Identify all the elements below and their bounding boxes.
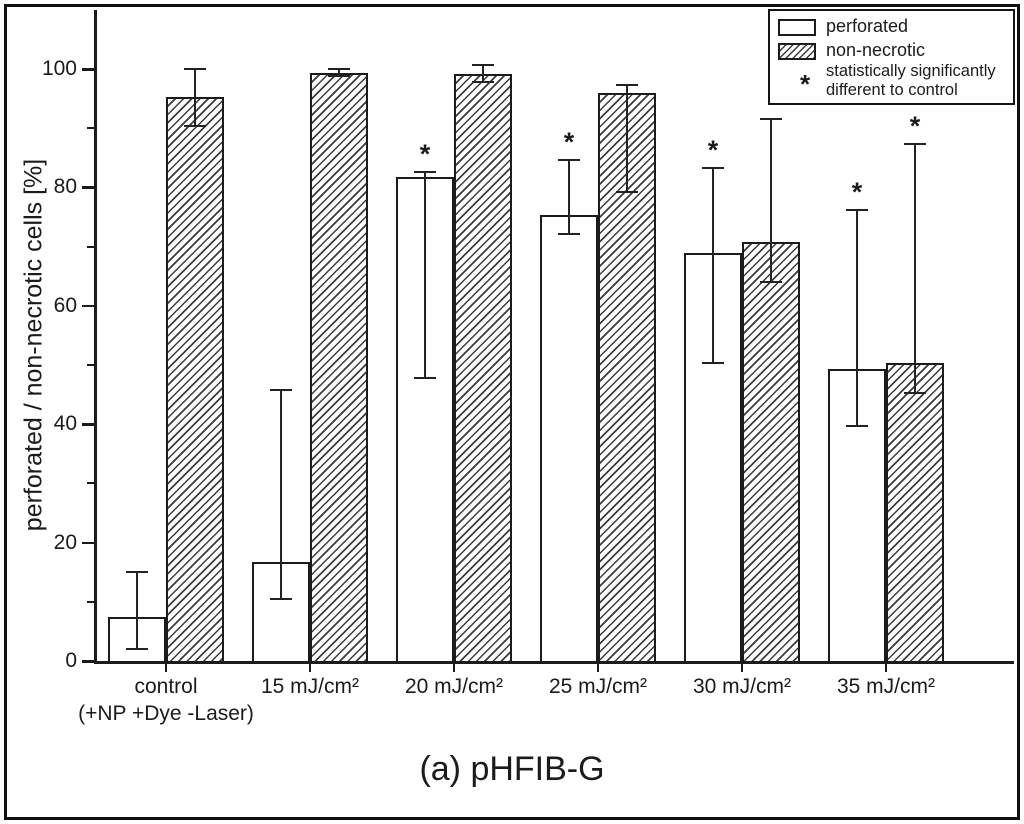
y-major-tick xyxy=(82,304,94,308)
y-major-tick xyxy=(82,423,94,426)
x-tick-label: 15 mJ/cm² xyxy=(260,675,360,698)
y-tick-label: 100 xyxy=(41,57,77,80)
y-tick-label: 40 xyxy=(53,412,77,436)
error-bar-cap xyxy=(414,171,436,173)
significance-star: * xyxy=(851,176,863,207)
y-tick-label: 60 xyxy=(53,293,77,317)
error-bar-line xyxy=(424,172,426,379)
error-bar-line xyxy=(712,168,714,363)
significance-star: * xyxy=(909,110,921,141)
bar-non-necrotic xyxy=(742,242,800,663)
x-tick xyxy=(741,663,743,672)
error-bar-line xyxy=(856,209,858,426)
asterisk-icon: * xyxy=(800,69,811,99)
legend-swatch-non-necrotic xyxy=(778,43,816,60)
error-bar-cap xyxy=(126,647,148,650)
error-bar-cap xyxy=(126,570,148,573)
error-bar-line xyxy=(280,390,282,600)
bar-non-necrotic xyxy=(166,97,224,663)
error-bar-cap xyxy=(414,377,436,380)
error-bar-cap xyxy=(760,117,782,120)
bar-non-necrotic xyxy=(454,73,512,663)
y-major-tick xyxy=(82,541,94,545)
x-tick-label: 25 mJ/cm² xyxy=(548,675,648,698)
error-bar-line xyxy=(626,84,628,192)
error-bar-cap xyxy=(558,158,580,161)
error-bar-cap xyxy=(184,124,206,127)
significance-star: * xyxy=(419,139,431,169)
y-minor-tick xyxy=(87,482,94,485)
legend-note-line-2: different to control xyxy=(826,81,958,99)
x-tick xyxy=(309,663,311,672)
error-bar-cap xyxy=(558,232,580,235)
error-bar-cap xyxy=(270,389,292,392)
error-bar-line xyxy=(568,159,570,234)
y-tick-label: 80 xyxy=(53,175,77,199)
significance-star: * xyxy=(707,135,719,166)
x-tick-label: 20 mJ/cm² xyxy=(404,675,504,698)
error-bar-cap xyxy=(616,83,638,86)
error-bar-line xyxy=(914,143,916,394)
bar-non-necrotic xyxy=(310,72,368,663)
significance-star: * xyxy=(563,126,575,157)
x-tick xyxy=(453,663,455,672)
y-minor-tick xyxy=(87,127,94,130)
legend-note-line-1: statistically significantly xyxy=(826,62,996,80)
bar-perforated xyxy=(540,215,598,663)
x-tick xyxy=(165,663,167,672)
x-tick-label: 35 mJ/cm² xyxy=(836,675,936,698)
y-axis-title: perforated / non-necrotic cells [%] xyxy=(19,158,48,532)
error-bar-cap xyxy=(904,392,926,395)
y-major-tick xyxy=(82,660,94,663)
error-bar-cap xyxy=(328,68,350,70)
y-major-tick xyxy=(82,186,94,189)
error-bar-cap xyxy=(616,190,638,193)
error-bar-cap xyxy=(270,598,292,601)
chart-title: (a) pHFIB-G xyxy=(419,750,605,788)
error-bar-cap xyxy=(904,142,926,145)
legend: perforated non-necrotic * statistically … xyxy=(768,9,1015,105)
legend-label-perforated: perforated xyxy=(826,16,909,36)
x-tick-label: control xyxy=(134,675,198,698)
y-major-tick xyxy=(82,68,94,71)
y-minor-tick xyxy=(87,245,94,248)
error-bar-line xyxy=(194,69,196,126)
error-bar-cap xyxy=(846,424,868,427)
y-tick-label: 0 xyxy=(65,649,77,672)
error-bar-line xyxy=(338,69,340,77)
error-bar-cap xyxy=(328,75,350,78)
error-bar-cap xyxy=(184,68,206,70)
y-minor-tick xyxy=(87,364,94,366)
x-tick-label: 30 mJ/cm² xyxy=(692,675,792,698)
error-bar-cap xyxy=(846,208,868,211)
error-bar-cap xyxy=(472,81,494,84)
error-bar-cap xyxy=(472,64,494,67)
x-tick xyxy=(885,663,887,672)
y-tick-label: 20 xyxy=(53,530,77,554)
bar-non-necrotic xyxy=(886,363,944,663)
error-bar-line xyxy=(482,65,484,82)
legend-swatch-perforated xyxy=(778,19,816,36)
error-bar-line xyxy=(770,118,772,282)
y-minor-tick xyxy=(87,600,94,603)
error-bar-cap xyxy=(702,361,724,364)
x-tick xyxy=(597,663,599,672)
error-bar-cap xyxy=(702,167,724,170)
y-axis-line xyxy=(94,10,97,663)
error-bar-line xyxy=(136,571,138,649)
legend-label-non-necrotic: non-necrotic xyxy=(826,40,926,60)
error-bar-cap xyxy=(760,280,782,283)
x-tick-sublabel: (+NP +Dye -Laser) xyxy=(78,702,254,725)
